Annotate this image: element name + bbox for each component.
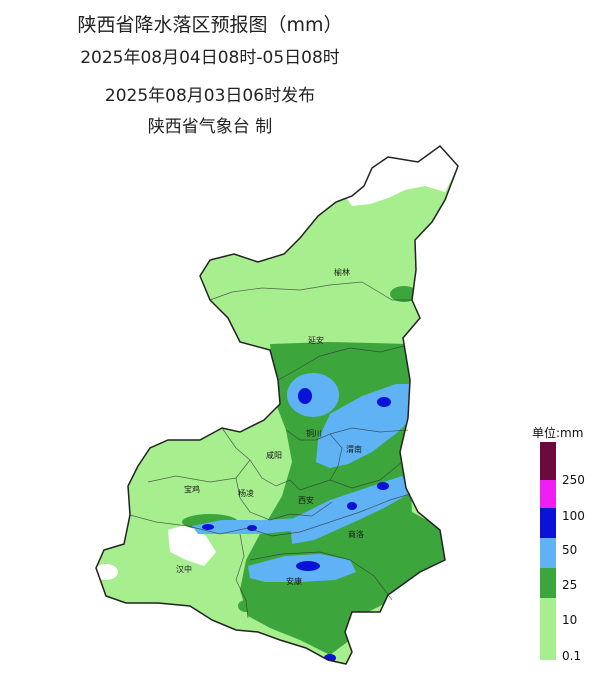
- rain-50mm-spot: [296, 561, 320, 571]
- no-rain-area-southwest: [96, 564, 118, 580]
- rain-50mm-spot: [202, 524, 214, 530]
- legend-swatch-50: [540, 508, 556, 538]
- city-label-ankang: 安康: [286, 576, 302, 586]
- legend-tick-0-1: 0.1: [562, 649, 582, 663]
- province-border: [95, 144, 459, 665]
- legend-tick-250: 250: [562, 473, 585, 487]
- no-rain-area-west: [168, 524, 216, 566]
- legend-swatch-250: [540, 442, 556, 480]
- legend-tick-100: 100: [562, 509, 585, 523]
- legend-tick-25: 25: [562, 578, 578, 592]
- legend-swatch-0-1: [540, 598, 556, 660]
- forecast-period: 2025年08月04日08时-05日08时: [80, 48, 340, 68]
- legend-swatch-25: [540, 538, 556, 568]
- legend-swatch-100: [540, 480, 556, 508]
- rain-50mm-spot: [298, 388, 312, 404]
- rain-50mm-spot: [247, 525, 257, 531]
- legend-tick-10: 10: [562, 613, 578, 627]
- city-boundaries: [129, 281, 412, 619]
- city-label-yulin: 榆林: [334, 267, 350, 277]
- rain-50mm-spot: [377, 482, 389, 490]
- rain-10mm-spot-south: [238, 600, 254, 612]
- city-label-yangling: 杨凌: [238, 488, 254, 498]
- issuer: 陕西省气象台 制: [147, 117, 273, 137]
- rain-50mm-spot: [377, 397, 391, 407]
- city-label-shangluo: 商洛: [348, 529, 364, 539]
- issue-time: 2025年08月03日06时发布: [104, 86, 316, 106]
- city-label-xian: 西安: [298, 495, 314, 505]
- rain-10mm-spot-north: [390, 286, 418, 302]
- map-title: 陕西省降水落区预报图（mm）: [77, 14, 343, 36]
- city-label-weinan: 渭南: [346, 444, 362, 454]
- city-label-baoji: 宝鸡: [184, 484, 200, 494]
- legend-tick-50: 50: [562, 543, 578, 557]
- legend-unit-title: 单位:mm: [532, 426, 584, 440]
- no-rain-area-north: [345, 146, 458, 206]
- rain-25mm-band-west: [192, 518, 300, 534]
- city-label-tongchuan: 铜川: [306, 428, 322, 438]
- rain-25mm-band-central: [290, 476, 412, 544]
- city-label-yanan: 延安: [308, 335, 324, 345]
- rain-25mm-spot-north: [287, 373, 339, 417]
- legend-swatch-10: [540, 568, 556, 598]
- city-label-xianyang: 咸阳: [266, 450, 282, 460]
- rain-50mm-spot: [347, 502, 357, 510]
- city-label-hanzhong: 汉中: [176, 564, 192, 574]
